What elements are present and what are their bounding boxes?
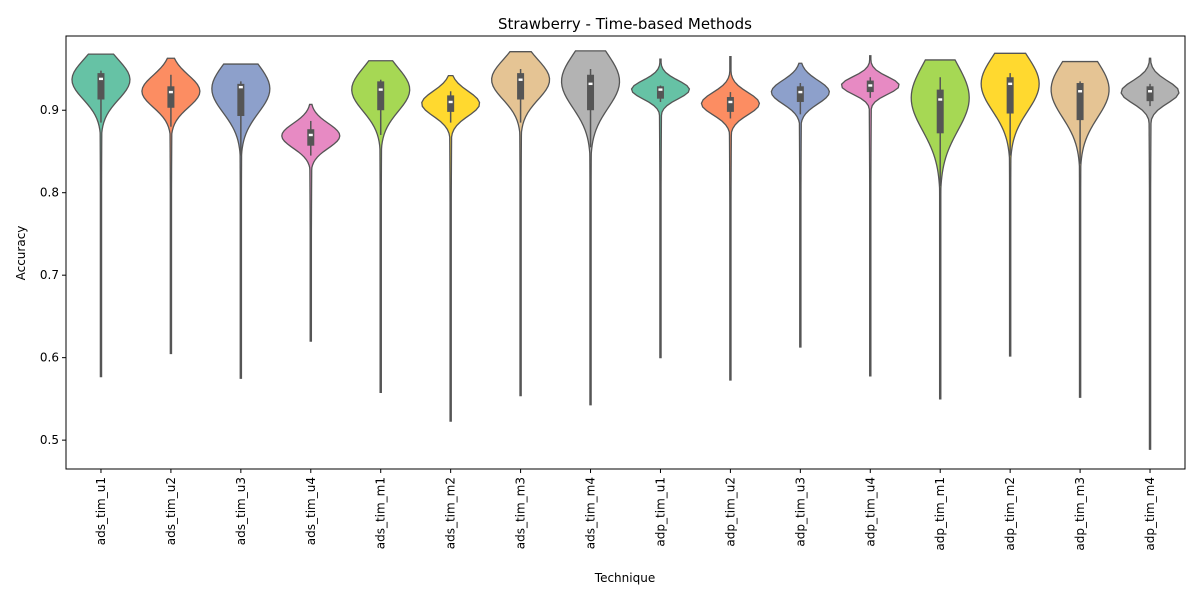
median-marker [1148,90,1153,93]
x-tick-label: adp_tim_m2 [1003,477,1017,551]
iqr-box [1006,77,1014,114]
violin-adp_tim_m4 [1120,57,1180,450]
median-marker [658,88,663,91]
iqr-box [1146,86,1154,102]
x-tick-label: adp_tim_u3 [793,477,807,547]
y-tick-label: 0.6 [40,351,59,365]
iqr-box [167,86,175,108]
median-marker [98,77,103,81]
violin-ads_tim_m2 [421,74,481,422]
iqr-box [517,73,525,100]
x-axis: ads_tim_u1 ads_tim_u2 ads_tim_u3 ads_tim_u4… [94,469,1157,551]
violin-ads_tim_u3 [211,63,271,379]
iqr-box [1076,83,1084,121]
median-marker [238,85,243,89]
iqr-box [97,73,105,100]
iqr-box [936,89,944,134]
x-axis-label: Technique [594,571,655,585]
x-tick-label: ads_tim_u1 [94,477,108,545]
iqr-box [447,95,455,112]
violin-ads_tim_m4 [560,50,621,406]
y-axis-label: Accuracy [14,226,28,281]
iqr-box [726,97,734,112]
median-marker [728,100,733,104]
violin-adp_tim_m2 [980,52,1040,357]
median-marker [798,90,803,94]
median-marker [308,133,313,137]
violin-ads_tim_u4 [281,103,341,342]
x-tick-label: adp_tim_u4 [863,477,877,547]
iqr-box [587,74,595,111]
x-tick-label: ads_tim_u4 [304,477,318,545]
median-marker [1008,82,1013,86]
y-tick-label: 0.7 [40,268,59,282]
y-axis: 0.5 0.6 0.7 0.8 0.9 [40,103,66,447]
x-tick-label: adp_tim_u2 [723,477,737,547]
violin-adp_tim_u2 [700,55,761,381]
x-tick-label: ads_tim_u3 [234,477,248,545]
median-marker [588,82,593,86]
x-tick-label: ads_tim_m4 [584,477,598,549]
violin-adp_tim_m3 [1050,60,1110,398]
iqr-box [377,81,385,111]
y-tick-label: 0.9 [40,103,59,117]
median-marker [448,100,453,104]
x-tick-label: ads_tim_m3 [514,477,528,549]
median-marker [378,88,383,91]
chart-title: Strawberry - Time-based Methods [498,15,752,33]
violin-ads_tim_u1 [71,53,131,378]
x-tick-label: ads_tim_m1 [374,477,388,549]
iqr-box [237,83,245,117]
plot-frame [65,35,1186,470]
iqr-box [796,86,804,102]
violin-ads_tim_m1 [351,60,411,393]
median-marker [938,98,943,101]
x-tick-label: adp_tim_u1 [653,477,667,547]
median-marker [518,78,523,81]
median-marker [1078,90,1083,93]
x-tick-label: ads_tim_m2 [444,477,458,549]
x-tick-label: adp_tim_m3 [1073,477,1087,551]
violin-ads_tim_m3 [491,51,551,397]
median-marker [868,84,873,87]
violin-adp_tim_u4 [840,55,900,377]
x-tick-label: ads_tim_u2 [164,477,178,545]
violin-adp_tim_u1 [630,58,691,359]
iqr-box [656,86,664,99]
violin-adp_tim_m1 [910,59,970,400]
violins-layer [71,50,1180,450]
y-tick-label: 0.5 [40,433,59,447]
x-tick-label: adp_tim_m1 [933,477,947,551]
y-tick-label: 0.8 [40,186,59,200]
iqr-box [307,129,315,146]
median-marker [168,90,173,94]
violin-ads_tim_u2 [141,57,201,355]
x-tick-label: adp_tim_m4 [1143,477,1157,551]
violin-adp_tim_u3 [770,62,831,348]
